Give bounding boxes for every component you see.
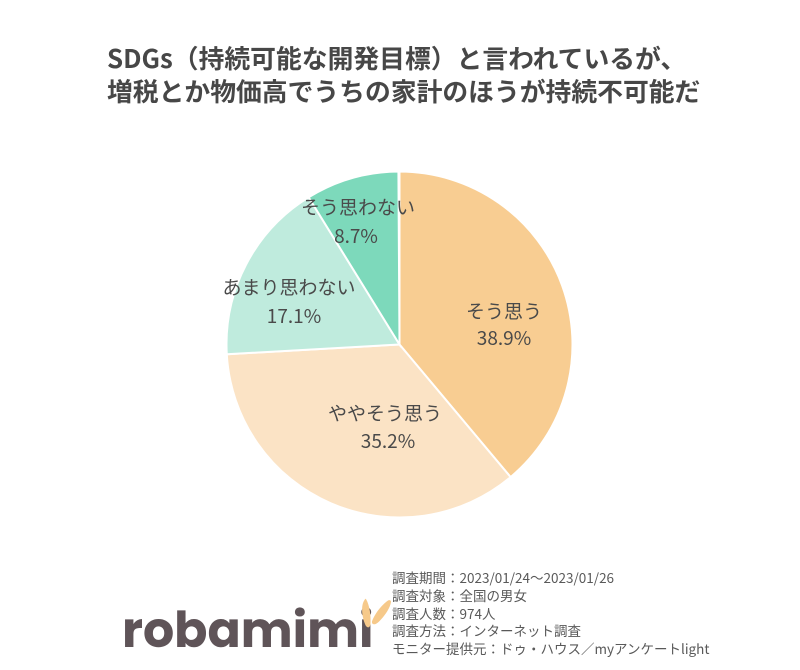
svg-text:ややそう思う: ややそう思う bbox=[328, 399, 442, 426]
svg-text:あまり思わない: あまり思わない bbox=[222, 273, 355, 300]
svg-text:そう思う: そう思う bbox=[466, 297, 542, 324]
svg-text:38.9%: 38.9% bbox=[477, 324, 531, 351]
svg-text:robamim: robamim bbox=[122, 597, 359, 665]
svg-text:35.2%: 35.2% bbox=[361, 427, 415, 454]
svg-text:そう思わない: そう思わない bbox=[301, 193, 415, 220]
svg-text:17.1%: 17.1% bbox=[267, 302, 321, 329]
svg-text:8.7%: 8.7% bbox=[334, 222, 378, 249]
